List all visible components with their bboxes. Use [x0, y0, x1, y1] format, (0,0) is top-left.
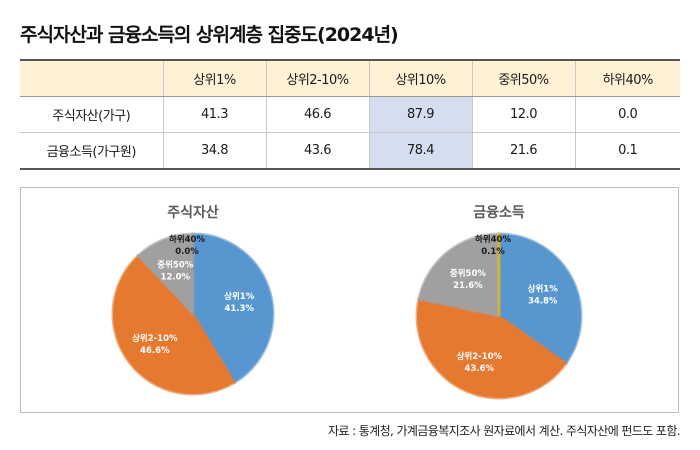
- table-row: 금융소득(가구원) 34.8 43.6 78.4 21.6 0.1: [20, 132, 680, 169]
- pie-slice-name: 하위40%: [475, 234, 511, 245]
- table-cell: 46.6: [265, 96, 369, 133]
- header-cell: 중위50%: [471, 60, 575, 97]
- table-cell: 0.1: [574, 132, 680, 169]
- header-cell: 상위1%: [162, 60, 266, 97]
- pie-slice-name: 상위2-10%: [132, 333, 178, 344]
- header-cell: 하위40%: [574, 60, 680, 97]
- table-cell-highlight: 87.9: [368, 96, 472, 133]
- pie-slice-name: 중위50%: [450, 268, 486, 279]
- table-cell: 21.6: [471, 132, 575, 169]
- pie-slice-name: 상위1%: [528, 283, 559, 294]
- table-cell: 0.0: [574, 96, 680, 133]
- table-cell: 41.3: [162, 96, 266, 133]
- pie-slice-label: 46.6%: [140, 346, 170, 356]
- pie-slice: [497, 232, 583, 366]
- table-cell: 34.8: [162, 132, 266, 169]
- pie-slice: [496, 232, 501, 317]
- pie-slice: [415, 297, 569, 400]
- header-cell: 상위2-10%: [265, 60, 369, 97]
- table-header-row: 상위1% 상위2-10% 상위10% 중위50% 하위40%: [20, 60, 680, 97]
- header-cell: [20, 60, 163, 97]
- table-cell: 12.0: [471, 96, 575, 133]
- pie-slice-label: 0.0%: [175, 247, 199, 257]
- pie-slice-name: 상위1%: [224, 291, 255, 302]
- pie-title: 금융소득: [473, 205, 525, 221]
- pie-slice-name: 하위40%: [169, 234, 205, 245]
- pie-slice: [136, 232, 195, 318]
- pie-slice-label: 12.0%: [161, 272, 191, 282]
- pie-slice-label: 0.1%: [481, 247, 505, 257]
- pie-slice-label: 34.8%: [528, 296, 558, 306]
- table-cell-highlight: 78.4: [368, 132, 472, 169]
- header-cell: 상위10%: [368, 60, 472, 97]
- pie-slice-name: 중위50%: [157, 259, 193, 270]
- pie-title: 주식자산: [167, 204, 219, 221]
- table-cell: 43.6: [265, 132, 369, 169]
- pie-slice-label: 43.6%: [465, 364, 495, 374]
- pie-slice: [111, 253, 237, 396]
- pie-slice-label: 21.6%: [453, 281, 483, 291]
- source-note: 자료 : 통계청, 가계금융복지조사 원자료에서 계산. 주식자산에 펀드도 포…: [327, 424, 681, 438]
- table-row: 주식자산(가구) 41.3 46.6 87.9 12.0 0.0: [20, 96, 680, 133]
- concentration-table: 상위1% 상위2-10% 상위10% 중위50% 하위40% 주식자산(가구) …: [20, 59, 680, 170]
- row-label: 금융소득(가구원): [46, 145, 137, 160]
- pie-slice: [417, 232, 501, 318]
- row-label: 주식자산(가구): [20, 96, 163, 133]
- pie-slice-label: 41.3%: [224, 304, 254, 314]
- pie-slice-name: 상위2-10%: [457, 351, 503, 362]
- page-title: 주식자산과 금융소득의 상위계층 집중도(2024년): [20, 24, 399, 46]
